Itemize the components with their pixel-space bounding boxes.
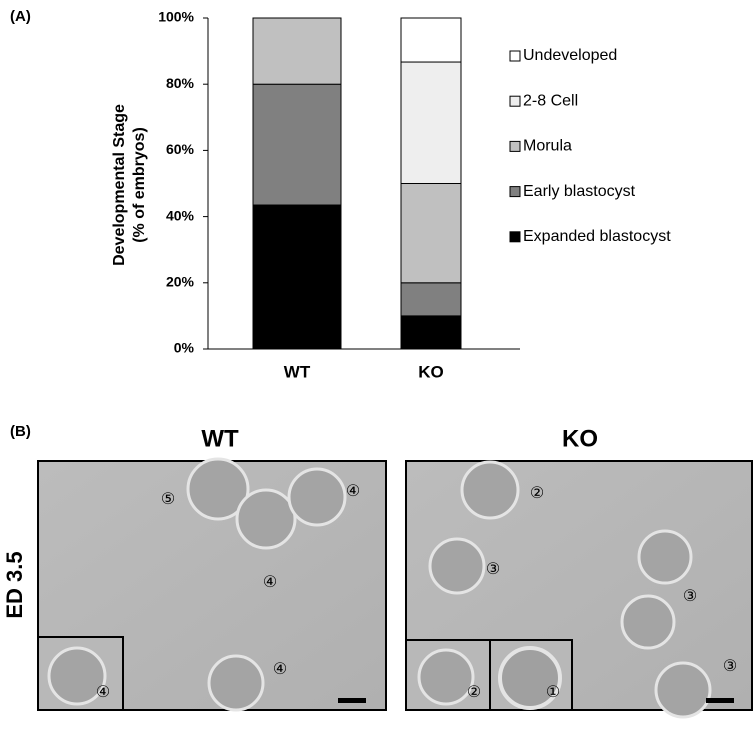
y-axis-label: (% of embryos) [131,127,148,243]
panel-label: (B) [10,423,31,440]
legend-label: Morula [523,138,572,155]
y-tick-label: 20% [166,274,195,290]
y-tick-label: 0% [174,340,195,356]
legend-swatch [509,186,521,198]
stage-annotation: ④ [346,483,360,500]
bar-segment [400,315,462,350]
stage-annotation: ⑤ [161,491,175,508]
y-tick-label: 40% [166,207,195,223]
y-tick-label: 100% [158,9,194,25]
legend-swatch [509,140,521,152]
bar-segment [252,204,342,350]
y-tick-label: 60% [166,141,195,157]
panel-label: (A) [10,8,31,25]
stage-annotation: ③ [723,658,737,675]
stage-annotation: ④ [263,574,277,591]
bar-segment [252,83,342,206]
legend-label: Undeveloped [523,47,617,64]
micrograph-ko [405,460,753,719]
stage-annotation: ④ [96,684,110,701]
legend-label: Expanded blastocyst [523,228,671,245]
column-label: WT [201,425,239,452]
legend-swatch [509,50,521,62]
micrograph-wt [37,457,387,712]
stage-annotation: ② [467,684,481,701]
bar-segment [400,183,462,284]
stage-annotation: ① [546,684,560,701]
row-label: ED 3.5 [2,551,27,618]
bar-segment [400,282,462,317]
column-label: KO [562,425,598,452]
stage-annotation: ② [530,485,544,502]
stage-annotation: ③ [486,561,500,578]
x-tick-label: KO [418,362,444,381]
legend-swatch [509,95,521,107]
stage-annotation: ④ [273,661,287,678]
stage-annotation: ③ [683,588,697,605]
y-tick-label: 80% [166,75,195,91]
bar-segment [400,17,462,63]
y-axis-label: Developmental Stage [111,104,128,266]
legend-swatch [509,231,521,243]
x-tick-label: WT [284,362,311,381]
legend-label: 2-8 Cell [523,92,578,109]
bar-segment [252,17,342,85]
bar-segment [400,61,462,184]
legend-label: Early blastocyst [523,183,636,200]
